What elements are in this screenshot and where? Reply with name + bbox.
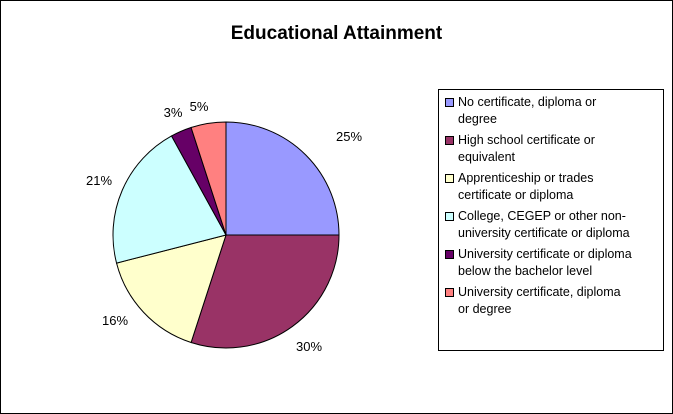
data-label-4: 21% <box>86 173 112 188</box>
legend-label-line: or degree <box>458 302 512 316</box>
legend-label-line: certificate or diploma <box>458 188 574 202</box>
legend-label-line: College, CEGEP or other non- <box>458 209 626 223</box>
data-label-2: 30% <box>296 339 322 354</box>
pie-slice-6 <box>190 121 227 236</box>
legend-label-line: university certificate or diploma <box>458 226 630 240</box>
legend-label-line: No certificate, diploma or <box>458 95 597 109</box>
legend-item-2: High school certificate or equivalent <box>445 132 663 166</box>
legend-label-line: equivalent <box>458 150 515 164</box>
legend-label-line: University certificate, diploma <box>458 285 621 299</box>
legend-item-6: University certificate, diploma or degree <box>445 284 663 318</box>
legend-label-line: University certificate or diploma <box>458 247 632 261</box>
legend-item-5: University certificate or diploma below t… <box>445 246 663 280</box>
legend-swatch-4 <box>445 212 454 221</box>
legend-swatch-3 <box>445 174 454 183</box>
legend-label-line: Apprenticeship or trades <box>458 171 594 185</box>
legend-label-4: College, CEGEP or other non-university c… <box>458 208 663 242</box>
pie-slice-4 <box>112 135 227 264</box>
legend-item-4: College, CEGEP or other non-university c… <box>445 208 663 242</box>
legend-item-3: Apprenticeship or trades certificate or d… <box>445 170 663 204</box>
legend-swatch-1 <box>445 98 454 107</box>
data-label-5: 3% <box>164 105 183 120</box>
legend-label-line: degree <box>458 112 497 126</box>
pie-slice-3 <box>115 234 227 344</box>
pie-slice-1 <box>225 121 340 236</box>
legend-label-6: University certificate, diploma or degree <box>458 284 663 318</box>
data-label-6: 5% <box>190 99 209 114</box>
legend-label-line: below the bachelor level <box>458 264 593 278</box>
legend-label-1: No certificate, diploma or degree <box>458 94 663 128</box>
legend-item-1: No certificate, diploma or degree <box>445 94 663 128</box>
pie-slice-2 <box>190 234 340 349</box>
legend-label-3: Apprenticeship or trades certificate or d… <box>458 170 663 204</box>
legend-swatch-2 <box>445 136 454 145</box>
data-label-3: 16% <box>102 313 128 328</box>
legend-label-2: High school certificate or equivalent <box>458 132 663 166</box>
legend-label-5: University certificate or diploma below t… <box>458 246 663 280</box>
legend-swatch-6 <box>445 288 454 297</box>
chart-title: Educational Attainment <box>230 23 443 44</box>
legend: No certificate, diploma or degree High sch… <box>438 89 664 351</box>
data-label-1: 25% <box>336 129 362 144</box>
legend-swatch-5 <box>445 250 454 259</box>
legend-label-line: High school certificate or <box>458 133 595 147</box>
